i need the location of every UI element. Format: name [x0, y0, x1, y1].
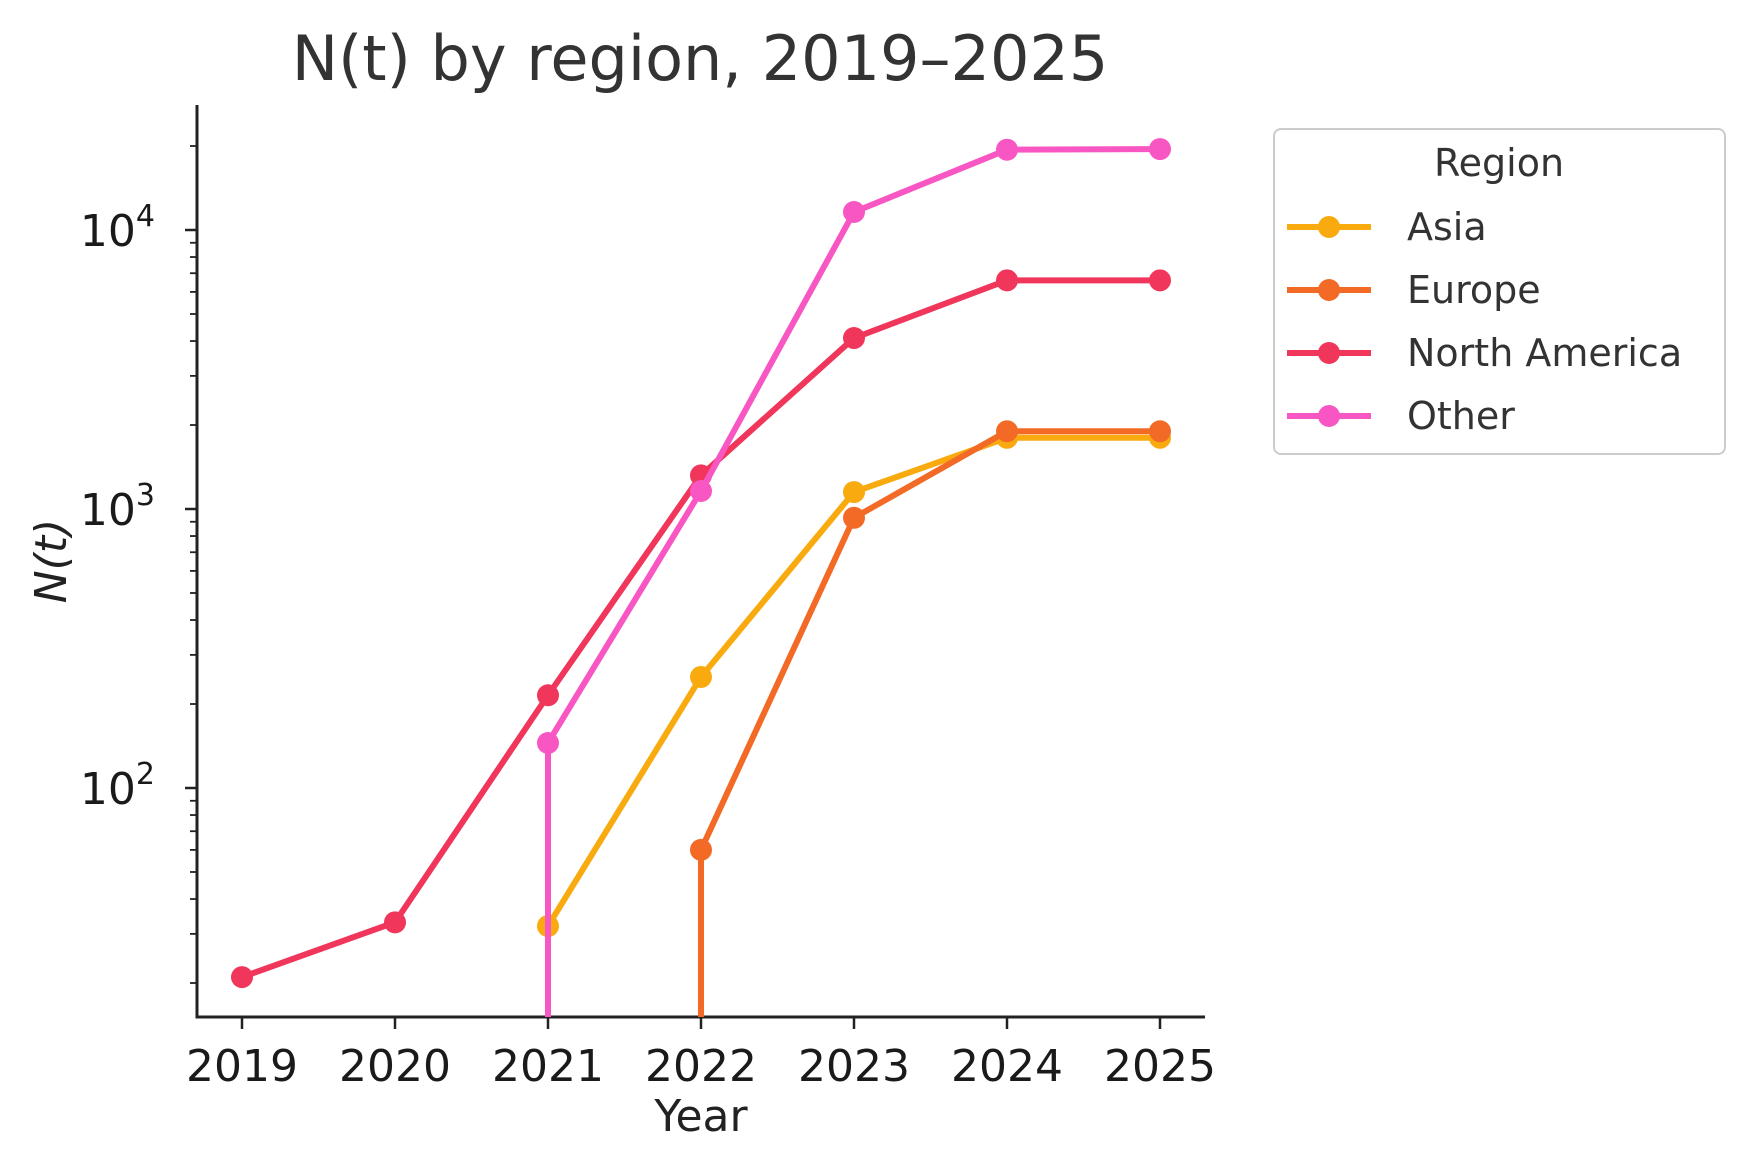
data-point — [537, 731, 559, 754]
x-axis-label: Year — [653, 1091, 748, 1142]
x-tick-label: 2019 — [186, 1041, 298, 1092]
data-point — [690, 480, 712, 503]
y-tick-label: 103 — [80, 478, 155, 536]
data-point — [231, 966, 253, 989]
data-point — [1149, 138, 1171, 161]
data-point — [996, 138, 1018, 161]
legend-swatch-marker — [1318, 405, 1340, 427]
x-ticks: 2019 2020 2021 2022 2023 2024 2025 — [186, 1017, 1216, 1092]
series-layer — [231, 138, 1171, 1017]
legend-swatch-marker — [1318, 342, 1340, 364]
x-tick-label: 2024 — [951, 1041, 1063, 1092]
legend-frame — [1273, 128, 1726, 455]
x-tick-label: 2023 — [798, 1041, 910, 1092]
legend: Region Asia Europe North America Other — [1273, 128, 1726, 455]
data-point — [690, 665, 712, 688]
legend-label: Other — [1407, 394, 1515, 438]
data-point — [1149, 420, 1171, 443]
y-tick-label: 102 — [80, 757, 155, 815]
legend-swatch-marker — [1318, 216, 1340, 238]
legend-label: North America — [1407, 331, 1682, 375]
data-point — [843, 481, 865, 504]
legend-title: Region — [1434, 141, 1564, 185]
data-point — [843, 201, 865, 224]
x-tick-label: 2025 — [1104, 1041, 1216, 1092]
data-point — [690, 838, 712, 861]
y-ticks: 102 103 104 — [80, 145, 197, 984]
x-tick-label: 2020 — [339, 1041, 451, 1092]
y-tick-label: 104 — [80, 199, 155, 257]
data-point — [537, 684, 559, 707]
series-line-europe — [698, 428, 1163, 853]
legend-label: Europe — [1407, 268, 1541, 312]
series-line-other — [545, 146, 1163, 746]
legend-swatch-marker — [1318, 279, 1340, 301]
y-axis-label: N(t) — [26, 519, 77, 604]
x-tick-label: 2022 — [645, 1041, 757, 1092]
data-point — [843, 506, 865, 529]
data-point — [843, 327, 865, 350]
x-tick-label: 2021 — [492, 1041, 604, 1092]
data-point — [384, 911, 406, 934]
legend-items: Asia Europe North America Other — [1287, 205, 1682, 438]
data-point — [1149, 269, 1171, 292]
data-point — [996, 420, 1018, 443]
chart-title: N(t) by region, 2019–2025 — [292, 22, 1109, 95]
legend-label: Asia — [1407, 205, 1487, 249]
data-point — [996, 269, 1018, 292]
